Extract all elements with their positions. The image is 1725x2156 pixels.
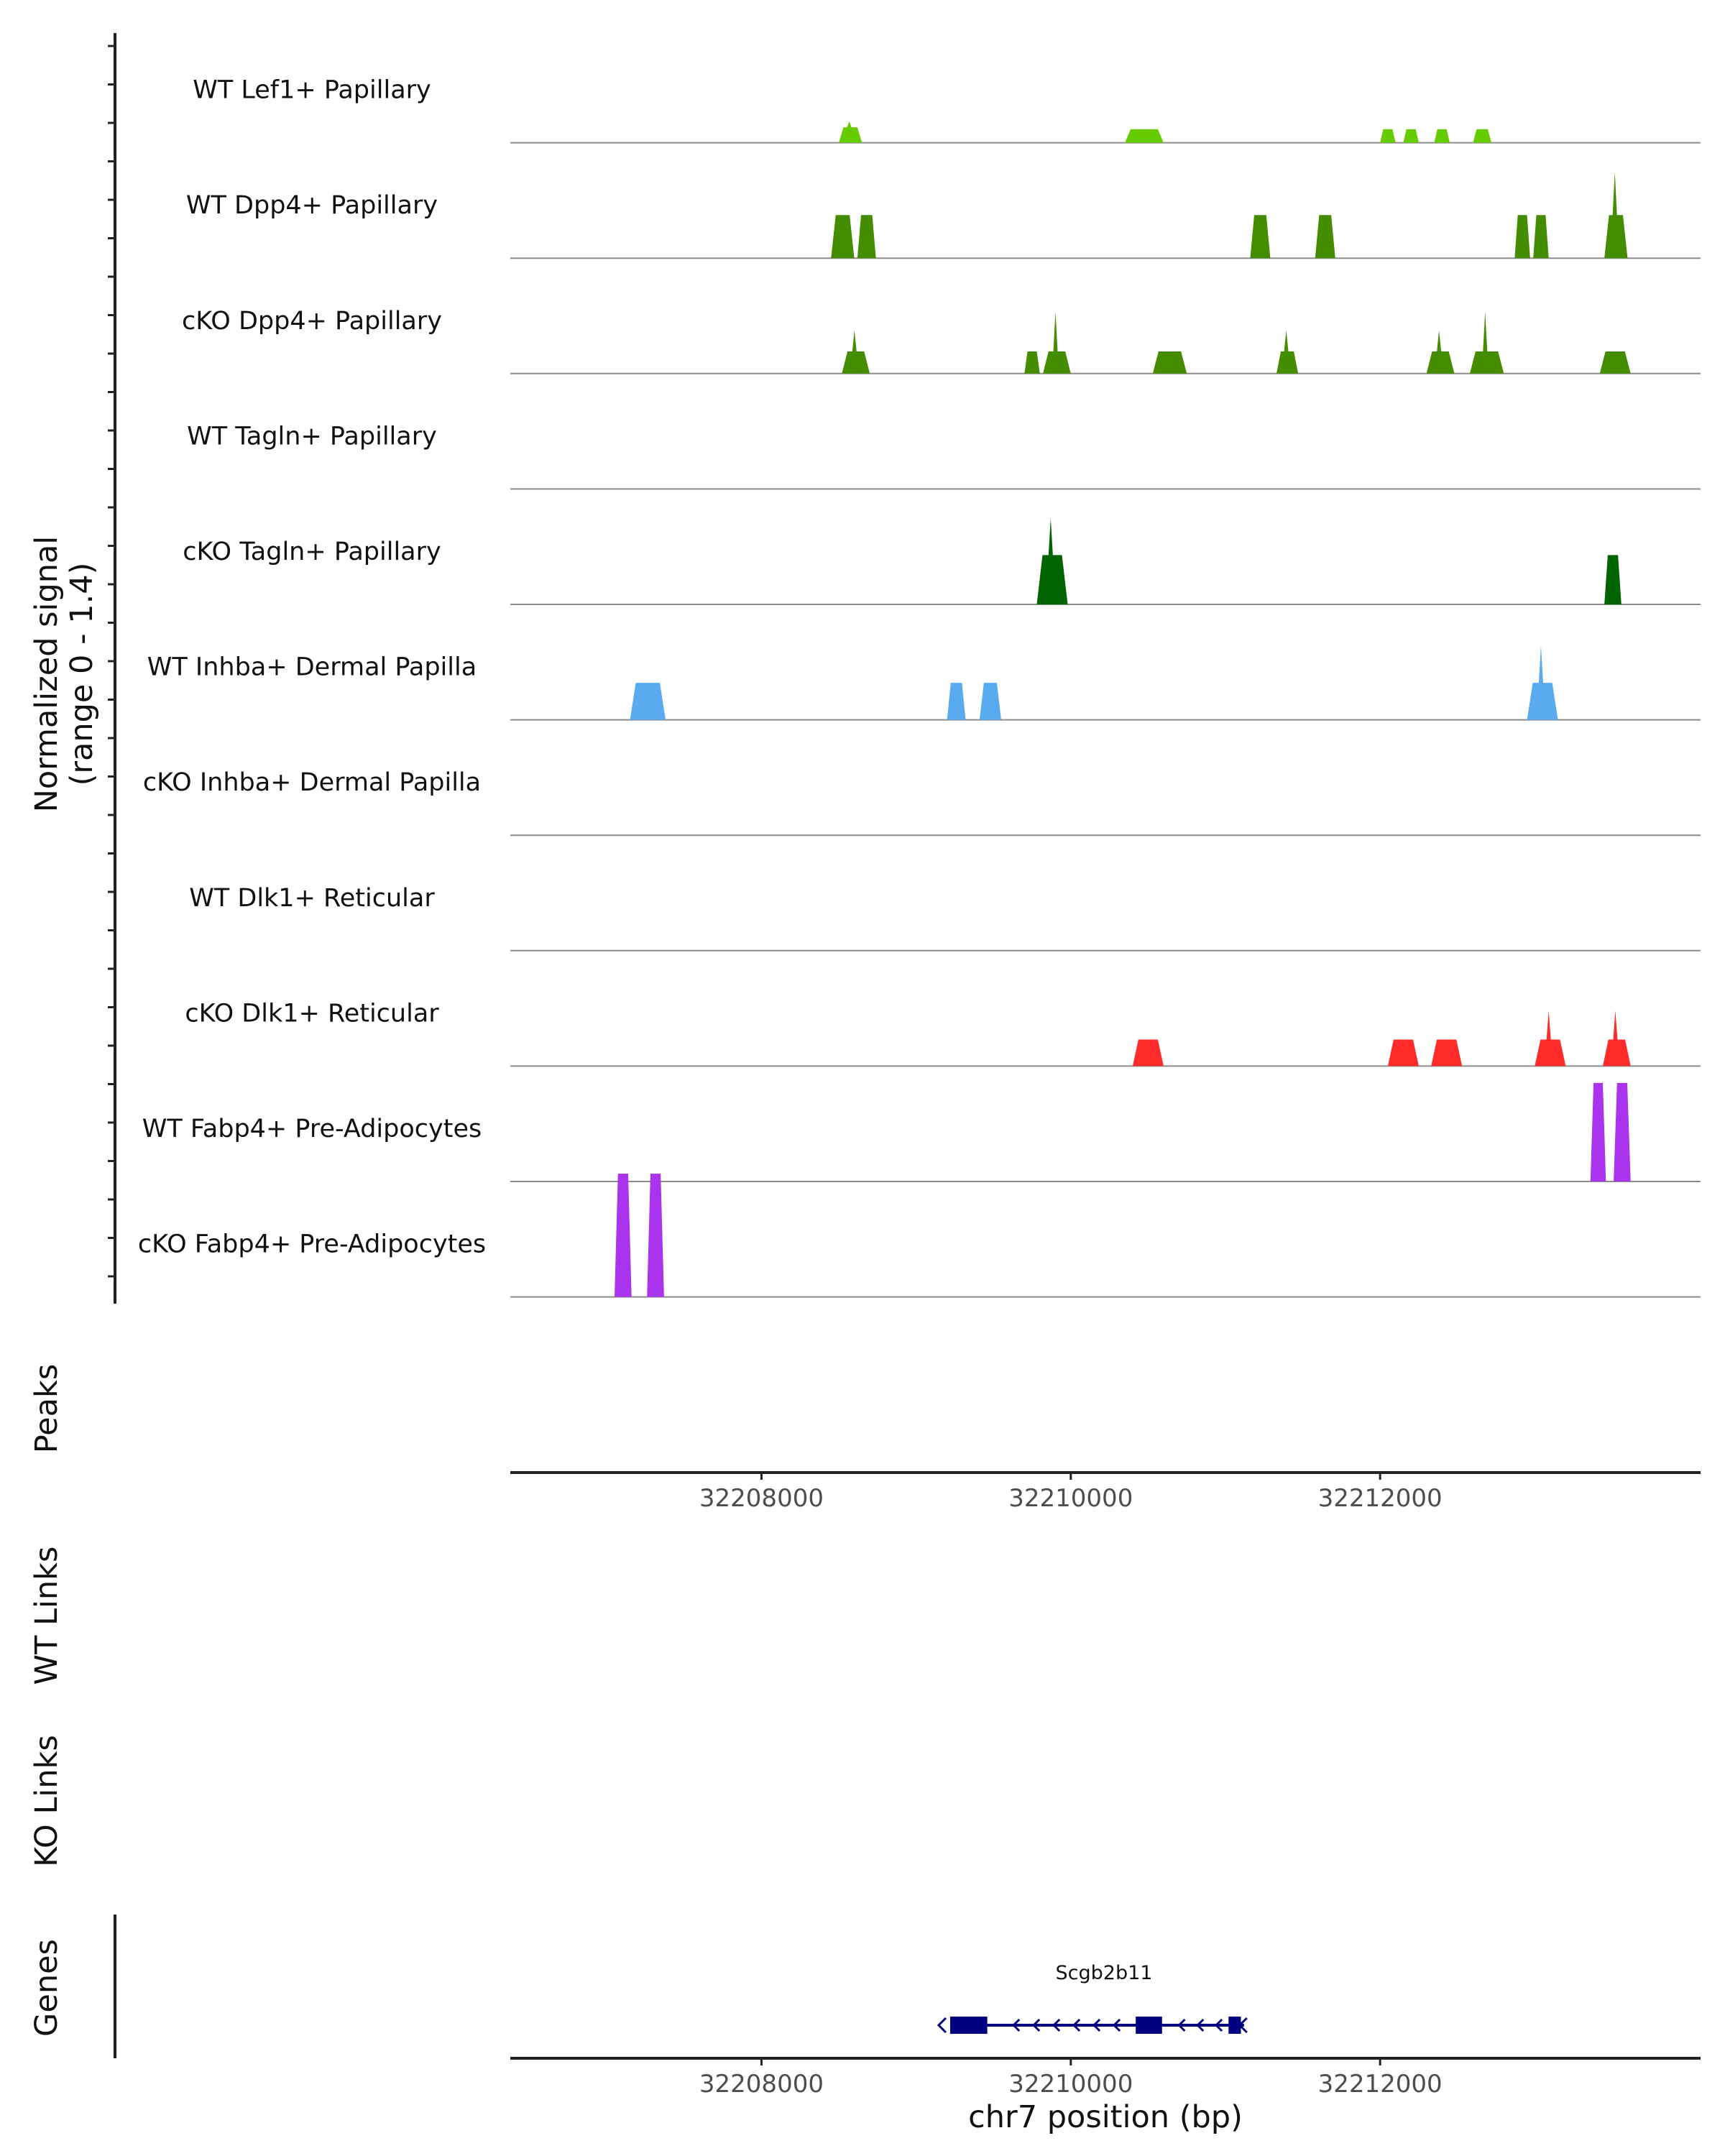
x-tick-label: 32208000 xyxy=(699,2070,824,2099)
strand-arrow xyxy=(1177,2018,1186,2032)
ko-links-panel-title: KO Links xyxy=(29,1735,65,1867)
coverage-peak xyxy=(1380,129,1396,143)
track-label: cKO Inhba+ Dermal Papilla xyxy=(143,768,481,797)
coverage-peak xyxy=(1024,351,1040,374)
coverage-peak xyxy=(1469,312,1504,374)
coverage-peak xyxy=(1315,215,1335,259)
genes-panel-title: Genes xyxy=(29,1939,65,2037)
coverage-peak xyxy=(1125,129,1164,143)
x-axis-title: chr7 position (bp) xyxy=(968,2099,1243,2135)
coverage-peak xyxy=(979,683,1001,720)
strand-arrow xyxy=(1238,2017,1248,2034)
coverage-peak xyxy=(857,215,876,259)
track-label: WT Lef1+ Papillary xyxy=(193,76,431,105)
coverage-peak xyxy=(1152,351,1187,374)
strand-arrow xyxy=(937,2017,947,2034)
coverage-peak xyxy=(1590,1082,1606,1181)
y-axis-range: (range 0 - 1.4) xyxy=(64,563,100,786)
coverage-peak xyxy=(615,1174,632,1297)
gene-label: Scgb2b11 xyxy=(1056,1962,1153,1984)
coverage-peak xyxy=(1527,645,1558,720)
coverage-peak xyxy=(1403,129,1419,143)
x-tick-label: 32208000 xyxy=(699,1484,824,1513)
track-label: cKO Dlk1+ Reticular xyxy=(185,999,439,1028)
x-tick-label: 32212000 xyxy=(1318,2070,1443,2099)
coverage-peak xyxy=(1514,215,1530,259)
coverage-peak xyxy=(1604,555,1622,604)
strand-arrow xyxy=(1052,2018,1061,2032)
track-label: WT Dpp4+ Papillary xyxy=(186,191,438,220)
coverage-peak xyxy=(1250,215,1271,259)
coverage-peak xyxy=(839,121,862,143)
x-axis-ticks: 32208000 32210000 32212000 xyxy=(699,2058,1443,2099)
y-axis-title: Normalized signal xyxy=(29,536,65,813)
strand-arrow xyxy=(1072,2018,1081,2032)
gene-exon xyxy=(1136,2017,1162,2034)
peaks-x-axis-ticks: 32208000 32210000 32212000 xyxy=(699,1473,1443,1513)
coverage-peak xyxy=(1533,215,1549,259)
strand-arrow xyxy=(1012,2018,1021,2032)
coverage-peak xyxy=(630,683,666,720)
coverage-peak xyxy=(1387,1039,1419,1067)
track-label: WT Fabp4+ Pre-Adipocytes xyxy=(142,1115,482,1143)
coverage-peak xyxy=(1036,518,1068,604)
coverage-peak xyxy=(647,1174,664,1297)
coverage-peak xyxy=(1604,172,1628,259)
strand-arrow xyxy=(1196,2018,1205,2032)
strand-arrow xyxy=(1092,2018,1101,2032)
track-label: cKO Fabp4+ Pre-Adipocytes xyxy=(138,1230,486,1259)
peaks-panel-title: Peaks xyxy=(29,1364,65,1454)
coverage-peak xyxy=(1434,129,1450,143)
track-label: WT Tagln+ Papillary xyxy=(187,422,437,451)
wt-links-panel-title: WT Links xyxy=(29,1547,65,1685)
gene-exon xyxy=(949,2017,988,2034)
coverage-peak xyxy=(1426,330,1455,374)
strand-arrow xyxy=(1032,2018,1041,2032)
track-label: cKO Tagln+ Papillary xyxy=(183,538,441,566)
coverage-peak xyxy=(1276,330,1299,374)
coverage-peak xyxy=(1599,351,1631,374)
coverage-peak xyxy=(1431,1039,1463,1067)
coverage-peak xyxy=(1132,1039,1164,1067)
gene-annotation xyxy=(937,2017,1248,2034)
x-tick-label: 32210000 xyxy=(1008,2070,1133,2099)
track-label: cKO Dpp4+ Papillary xyxy=(182,307,442,336)
coverage-peak xyxy=(1614,1082,1631,1181)
coverage-peak xyxy=(947,683,966,720)
strand-arrow xyxy=(1214,2018,1223,2032)
strand-arrow xyxy=(1112,2018,1121,2032)
coverage-peak xyxy=(1603,1010,1631,1067)
coverage-peak xyxy=(842,330,870,374)
track-label: WT Dlk1+ Reticular xyxy=(189,884,435,913)
coverage-tracks: WT Lef1+ Papillary WT Dpp4+ Papillary cKO … xyxy=(138,76,1701,1298)
coverage-peak xyxy=(1473,129,1492,143)
track-label: WT Inhba+ Dermal Papilla xyxy=(147,653,477,682)
x-tick-label: 32210000 xyxy=(1008,1484,1133,1513)
coverage-peak xyxy=(1043,312,1071,374)
x-tick-label: 32212000 xyxy=(1318,1484,1443,1513)
coverage-peak xyxy=(831,215,855,259)
y-axis-ticks xyxy=(108,45,115,1278)
coverage-peak xyxy=(1535,1010,1566,1067)
gene-exon xyxy=(1228,2017,1241,2034)
